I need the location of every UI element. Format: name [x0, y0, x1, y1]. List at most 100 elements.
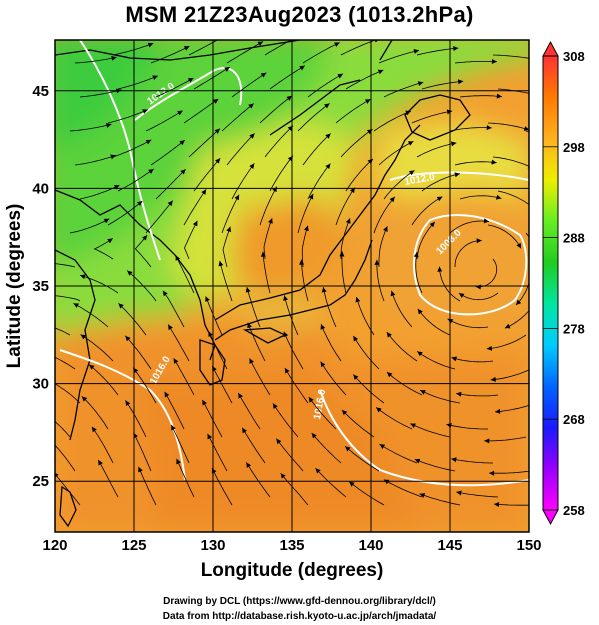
streamline: [419, 493, 461, 506]
streamline: [247, 322, 266, 362]
streamline: [164, 391, 185, 430]
streamline: [345, 158, 374, 192]
coast-sakhalin: [379, 40, 393, 61]
streamline: [320, 324, 342, 362]
streamline: [376, 259, 385, 302]
streamline-arrowhead: [483, 218, 489, 224]
streamline: [183, 189, 207, 226]
streamline-arrowhead: [334, 42, 340, 47]
streamline-arrowhead: [91, 426, 97, 433]
streamline: [307, 163, 331, 200]
x-tick-label: 130: [200, 537, 225, 554]
streamline-arrowhead: [536, 267, 541, 272]
streamline: [55, 327, 71, 336]
streamline-arrowhead: [456, 391, 462, 397]
streamline: [340, 40, 377, 56]
streamline: [416, 47, 459, 56]
streamline: [378, 140, 414, 166]
streamline-arrowhead: [245, 287, 251, 293]
streamline: [378, 226, 388, 268]
streamline-arrowhead: [353, 374, 359, 380]
streamline: [117, 168, 154, 192]
streamline-arrowhead: [377, 69, 384, 75]
streamline-arrowhead: [272, 403, 278, 409]
streamline-arrowhead: [98, 459, 103, 466]
streamline-arrowhead: [345, 218, 351, 224]
streamline: [69, 123, 112, 132]
streamline: [497, 190, 529, 206]
streamline: [454, 161, 497, 166]
streamline: [419, 389, 461, 404]
streamline: [451, 357, 494, 363]
streamline-arrowhead: [246, 462, 252, 468]
streamline-arrowhead: [486, 345, 493, 351]
streamline: [112, 139, 152, 158]
streamline-arrowhead: [136, 200, 143, 207]
streamline-arrowhead: [249, 133, 255, 139]
streamline-arrowhead: [171, 424, 176, 431]
y-axis-label: Latitude (degrees): [4, 204, 25, 369]
streamline: [221, 194, 240, 234]
streamline: [222, 226, 231, 268]
streamline: [211, 365, 233, 404]
streamline-arrowhead: [414, 458, 421, 464]
streamline: [341, 409, 375, 438]
isobars: [59, 40, 529, 487]
streamline: [283, 331, 304, 370]
streamline: [284, 367, 309, 404]
streamline: [117, 75, 158, 90]
streamline: [264, 125, 294, 158]
streamline-arrowhead: [257, 41, 264, 47]
streamline: [237, 392, 261, 430]
streamline: [219, 260, 233, 302]
streamline-arrowhead: [173, 358, 179, 364]
streamline-arrowhead: [458, 79, 464, 85]
streamline-arrowhead: [152, 75, 158, 81]
streamline-arrowhead: [345, 446, 351, 452]
streamline: [249, 358, 271, 396]
streamline-arrowhead: [570, 107, 576, 112]
streamline-arrowhead: [337, 73, 343, 79]
streamline-arrowhead: [133, 432, 138, 439]
streamline: [454, 240, 482, 268]
streamline-arrowhead: [437, 266, 443, 272]
colorbar-top-arrow: [542, 40, 559, 57]
streamline-arrowhead: [286, 95, 292, 101]
streamline-arrowhead: [476, 238, 482, 244]
streamline: [373, 110, 412, 132]
streamline: [155, 168, 186, 200]
streamline-arrowhead: [145, 139, 152, 145]
streamline: [386, 331, 418, 362]
streamline-arrowhead: [308, 193, 314, 200]
streamline-arrowhead: [486, 125, 492, 131]
x-tick-label: 150: [516, 537, 541, 554]
streamline-arrowhead: [242, 427, 247, 434]
isobar-1016-sw: [59, 349, 186, 481]
streamline-arrowhead: [176, 458, 181, 465]
streamline: [93, 238, 114, 260]
streamline: [447, 318, 489, 329]
streamline-arrowhead: [113, 185, 120, 190]
streamline: [454, 61, 497, 64]
streamline-arrowhead: [341, 409, 348, 416]
streamline: [91, 426, 114, 464]
streamline-arrowhead: [456, 490, 462, 496]
streamline: [373, 196, 396, 234]
streamline-arrowhead: [234, 194, 240, 201]
streamline: [69, 218, 110, 234]
streamline: [269, 65, 306, 90]
streamline: [504, 310, 529, 329]
streamline-arrowhead: [419, 493, 426, 498]
streamline: [170, 424, 190, 464]
streamline: [79, 274, 119, 294]
streamline-arrowhead: [446, 109, 453, 115]
streamline: [458, 292, 499, 301]
streamline: [378, 49, 420, 64]
streamline: [375, 407, 413, 430]
streamline-arrowhead: [280, 473, 286, 479]
streamline-arrowhead: [247, 322, 252, 329]
streamline: [272, 403, 299, 438]
streamline: [245, 462, 271, 498]
streamline: [112, 43, 154, 56]
streamline-arrowhead: [205, 296, 210, 302]
